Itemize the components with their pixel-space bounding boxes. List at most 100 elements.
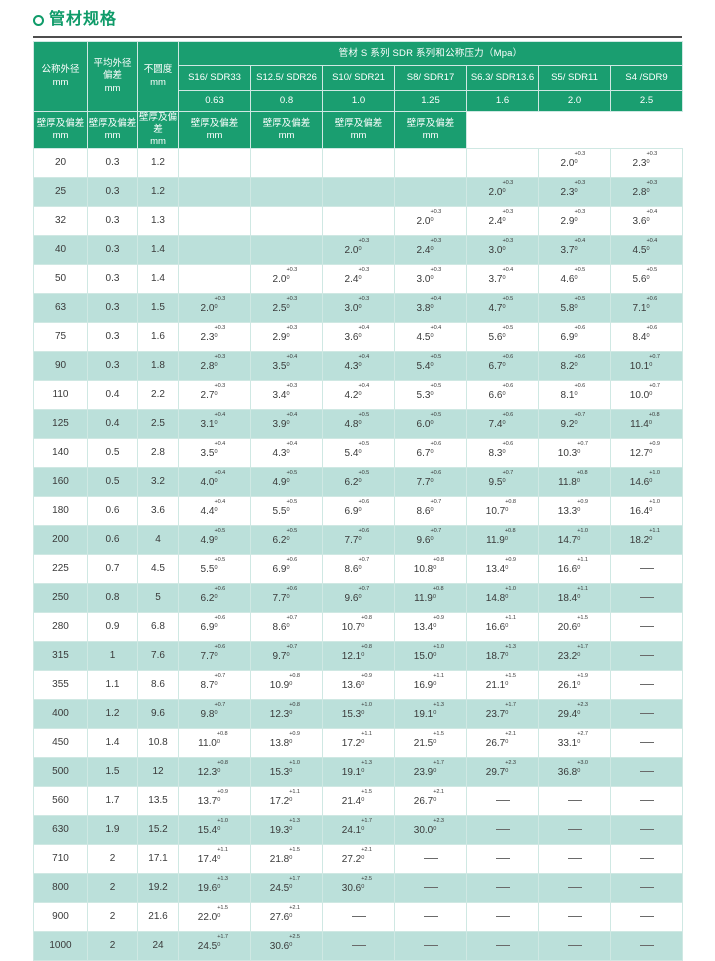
cell-wall-s2 xyxy=(322,901,395,932)
tolerance: +1.3 0 xyxy=(217,877,231,891)
tolerance: +1.0 0 xyxy=(649,471,663,485)
cell-wall-s5: 8.2 +0.6 0 xyxy=(538,350,611,381)
tolerance: +0.5 0 xyxy=(358,471,372,485)
tolerance-lower: 0 xyxy=(430,246,434,253)
tolerance-lower: 0 xyxy=(286,304,290,311)
value-base: 14.8 xyxy=(485,593,506,605)
not-available-dash xyxy=(639,625,654,627)
cell-avg-od-dev: 1.7 xyxy=(87,785,138,816)
cell-nominal-od: 125 xyxy=(33,408,88,439)
wall-thickness-value: 15.4 +1.0 0 xyxy=(198,819,231,836)
stub-header-line: mm xyxy=(52,76,69,88)
header-pressure-4: 1.6 xyxy=(466,89,539,113)
value-base: 2.0 xyxy=(560,158,575,170)
wall-thickness-value: 9.2 +0.7 0 xyxy=(561,413,589,430)
cell-avg-od-dev: 2 xyxy=(87,901,138,932)
tolerance-lower: 0 xyxy=(286,449,290,456)
wall-thickness-value: 18.2 +1.1 0 xyxy=(630,529,663,546)
cell-nominal-od: 110 xyxy=(33,379,88,410)
tolerance-upper: +0.5 xyxy=(430,354,442,361)
tolerance: +0.7 0 xyxy=(430,529,444,543)
tolerance: +0.6 0 xyxy=(358,500,372,514)
tolerance-upper: +0.5 xyxy=(358,470,370,477)
cell-wall-s3: 6.0 +0.5 0 xyxy=(394,408,467,439)
value-base: 10.8 xyxy=(413,564,434,576)
tolerance-lower: 0 xyxy=(576,478,580,485)
wall-thickness-value: 2.4 +0.3 0 xyxy=(345,268,373,285)
value-base: 8.6 xyxy=(416,506,431,518)
tolerance: +2.1 0 xyxy=(505,732,519,746)
cell-nominal-od: 315 xyxy=(33,640,88,671)
tolerance-lower: 0 xyxy=(358,304,362,311)
tolerance: +0.9 0 xyxy=(289,732,303,746)
cell-wall-s0: 22.0 +1.5 0 xyxy=(178,901,251,932)
wall-label: 壁厚及偏差 xyxy=(88,117,137,129)
tolerance: +0.6 0 xyxy=(502,442,516,456)
header-pressure-3: 1.25 xyxy=(394,89,467,113)
value-base: 4.4 xyxy=(200,506,215,518)
cell-wall-s3: 15.0 +1.0 0 xyxy=(394,640,467,671)
cell-wall-s6: 2.8 +0.3 0 xyxy=(610,176,683,207)
wall-thickness-value: 18.7 +1.3 0 xyxy=(486,645,519,662)
tolerance: +0.8 0 xyxy=(217,732,231,746)
not-available-dash xyxy=(423,886,438,888)
value-base: 8.3 xyxy=(488,448,503,460)
cell-wall-s3 xyxy=(394,147,467,178)
tolerance-upper: +0.3 xyxy=(358,296,370,303)
cell-wall-s0: 4.9 +0.5 0 xyxy=(178,524,251,555)
wall-thickness-value: 20.6 +1.5 0 xyxy=(558,616,591,633)
cell-avg-od-dev: 0.3 xyxy=(87,292,138,323)
value-base: 4.5 xyxy=(632,245,647,257)
wall-thickness-value: 11.4 +0.8 0 xyxy=(630,413,663,430)
tolerance: +0.3 0 xyxy=(286,268,300,282)
tolerance-lower: 0 xyxy=(649,391,653,398)
value-base: 12.3 xyxy=(197,767,218,779)
cell-avg-od-dev: 0.9 xyxy=(87,611,138,642)
wall-thickness-value: 12.3 +0.8 0 xyxy=(270,703,303,720)
tolerance-upper: +1.1 xyxy=(505,615,516,622)
tolerance: +0.5 0 xyxy=(646,268,660,282)
wall-thickness-value: 6.9 +0.6 0 xyxy=(200,616,229,634)
value-base: 6.9 xyxy=(344,506,359,518)
cell-avg-od-dev: 0.4 xyxy=(87,379,138,410)
tolerance: +0.8 0 xyxy=(505,500,519,514)
tolerance-upper: +0.4 xyxy=(430,325,442,332)
tolerance-lower: 0 xyxy=(358,594,362,601)
cell-nominal-od: 160 xyxy=(33,466,88,497)
cell-wall-s6: 5.6 +0.5 0 xyxy=(610,263,683,294)
tolerance: +0.6 0 xyxy=(286,587,300,601)
value-base: 5.6 xyxy=(632,274,647,286)
tolerance-upper: +0.5 xyxy=(646,267,658,274)
cell-wall-s4 xyxy=(466,930,539,961)
tolerance: +0.4 0 xyxy=(646,210,660,224)
value-base: 13.7 xyxy=(197,796,218,808)
tolerance-lower: 0 xyxy=(289,739,293,746)
wall-thickness-value: 4.2 +0.4 0 xyxy=(345,384,373,401)
value-base: 10.9 xyxy=(269,680,290,692)
table-row: 450 1.4 10.8 11.0 +0.8 0 13.8 +0.9 0 17.2 +1.1 0 21.… xyxy=(33,727,683,758)
value-base: 3.7 xyxy=(560,245,575,257)
cell-wall-s4: 9.5 +0.7 0 xyxy=(466,466,539,497)
wall-thickness-value: 12.1 +0.8 0 xyxy=(342,645,375,662)
value-base: 6.9 xyxy=(200,622,215,634)
tolerance-lower: 0 xyxy=(358,565,362,572)
tolerance-upper: +1.1 xyxy=(649,528,660,535)
tolerance-lower: 0 xyxy=(289,884,293,891)
tolerance-lower: 0 xyxy=(289,797,293,804)
value-base: 16.4 xyxy=(629,506,650,518)
circle-outline-icon xyxy=(33,15,44,26)
stub-header-line: mm xyxy=(104,82,121,94)
value-base: 30.0 xyxy=(413,825,434,837)
tolerance-lower: 0 xyxy=(214,449,218,456)
value-base: 2.0 xyxy=(344,245,359,257)
page-title: 管材规格 xyxy=(0,0,715,30)
cell-out-of-round: 1.6 xyxy=(137,321,179,352)
tolerance-lower: 0 xyxy=(430,275,434,282)
tolerance-lower: 0 xyxy=(358,449,362,456)
value-base: 6.2 xyxy=(344,477,359,489)
cell-wall-s4: 10.7 +0.8 0 xyxy=(466,495,539,526)
cell-wall-s4: 4.7 +0.5 0 xyxy=(466,292,539,323)
tolerance: +0.5 0 xyxy=(286,529,300,543)
tolerance-upper: +0.7 xyxy=(286,644,298,651)
cell-nominal-od: 630 xyxy=(33,814,88,845)
